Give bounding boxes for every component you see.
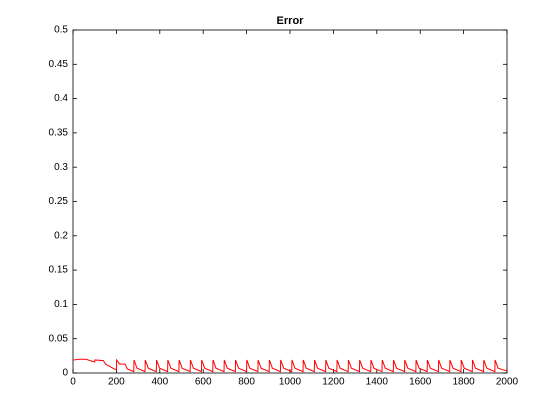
x-tick-label: 1000 — [279, 377, 302, 388]
y-tick-label: 0.2 — [54, 230, 68, 241]
y-tick-label: 0.1 — [54, 299, 68, 310]
x-tick-label: 600 — [195, 377, 212, 388]
chart-title: Error — [277, 15, 305, 27]
x-tick-label: 800 — [238, 377, 255, 388]
x-tick-label: 0 — [70, 377, 76, 388]
y-tick-label: 0.4 — [54, 93, 68, 104]
x-tick-label: 1400 — [366, 377, 389, 388]
data-line — [72, 358, 508, 373]
x-tick-label: 2000 — [496, 377, 519, 388]
x-tick-label: 400 — [151, 377, 168, 388]
y-tick-label: 0.05 — [49, 333, 69, 344]
x-tick-label: 200 — [108, 377, 125, 388]
y-tick-label: 0.15 — [49, 265, 69, 276]
y-tick-label: 0.25 — [49, 196, 69, 207]
x-tick-label: 1600 — [409, 377, 432, 388]
y-tick-label: 0.35 — [49, 128, 69, 139]
x-tick-label: 1200 — [322, 377, 345, 388]
x-tick-label: 1800 — [452, 377, 475, 388]
y-tick-label: 0.5 — [54, 25, 68, 36]
y-tick-label: 0.45 — [49, 59, 69, 70]
y-tick-label: 0.3 — [54, 162, 68, 173]
y-tick-label: 0 — [62, 368, 68, 379]
